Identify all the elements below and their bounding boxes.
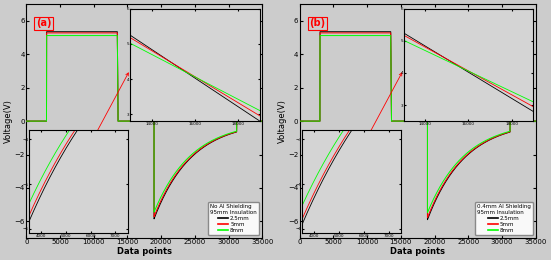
X-axis label: Data points: Data points bbox=[390, 247, 445, 256]
Text: (b): (b) bbox=[309, 18, 325, 28]
Text: (a): (a) bbox=[36, 18, 51, 28]
Legend: 2.5mm, 5mm, 8mm: 2.5mm, 5mm, 8mm bbox=[474, 202, 533, 235]
Legend: 2.5mm, 5mm, 8mm: 2.5mm, 5mm, 8mm bbox=[208, 202, 260, 235]
Y-axis label: Voltage(V): Voltage(V) bbox=[4, 99, 13, 143]
X-axis label: Data points: Data points bbox=[117, 247, 172, 256]
Y-axis label: Voltage(V): Voltage(V) bbox=[278, 99, 287, 143]
